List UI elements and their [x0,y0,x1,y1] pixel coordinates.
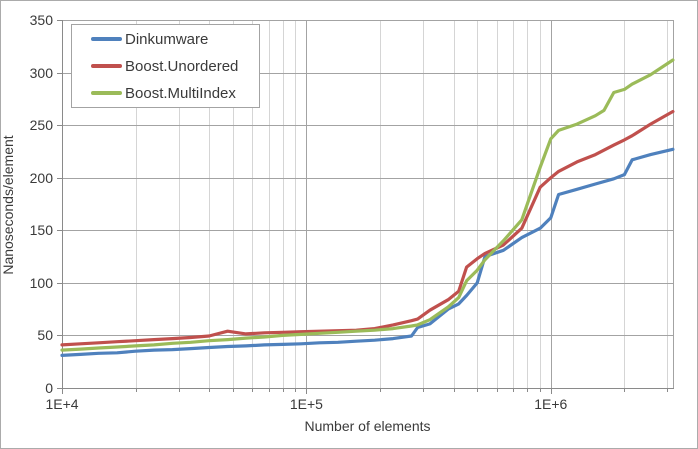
x-tick-label: 1E+4 [45,396,79,412]
series-color-swatch [91,91,122,95]
y-tick-label: 50 [37,327,53,344]
legend-label: Boost.MultiIndex [125,84,236,102]
y-tick-label: 300 [29,64,53,81]
legend-entry: Dinkumware [72,26,259,52]
series-line-dinkumware [60,147,675,357]
y-tick-label: 0 [45,380,53,396]
y-tick-label: 350 [29,12,53,28]
series-line-boost-unordered [60,109,675,347]
legend-entry: Boost.MultiIndex [72,80,259,106]
legend-label: Dinkumware [125,30,209,48]
x-tick-label: 1E+6 [534,396,568,412]
y-tick-label: 250 [29,117,53,134]
y-tick-label: 150 [29,222,53,239]
legend-label: Boost.Unordered [125,57,239,75]
y-tick-label: 100 [29,274,53,291]
y-axis-title: Nanoseconds/element [0,135,16,275]
y-tick-label: 200 [29,169,53,186]
legend-entry: Boost.Unordered [72,53,259,79]
series-color-swatch [91,64,122,68]
series-color-swatch [91,37,122,41]
x-axis-title: Number of elements [304,418,431,434]
x-tick-label: 1E+5 [289,396,323,412]
legend: Dinkumware Boost.Unordered Boost.MultiIn… [71,24,260,108]
series-line-boost-multiindex [60,58,675,352]
